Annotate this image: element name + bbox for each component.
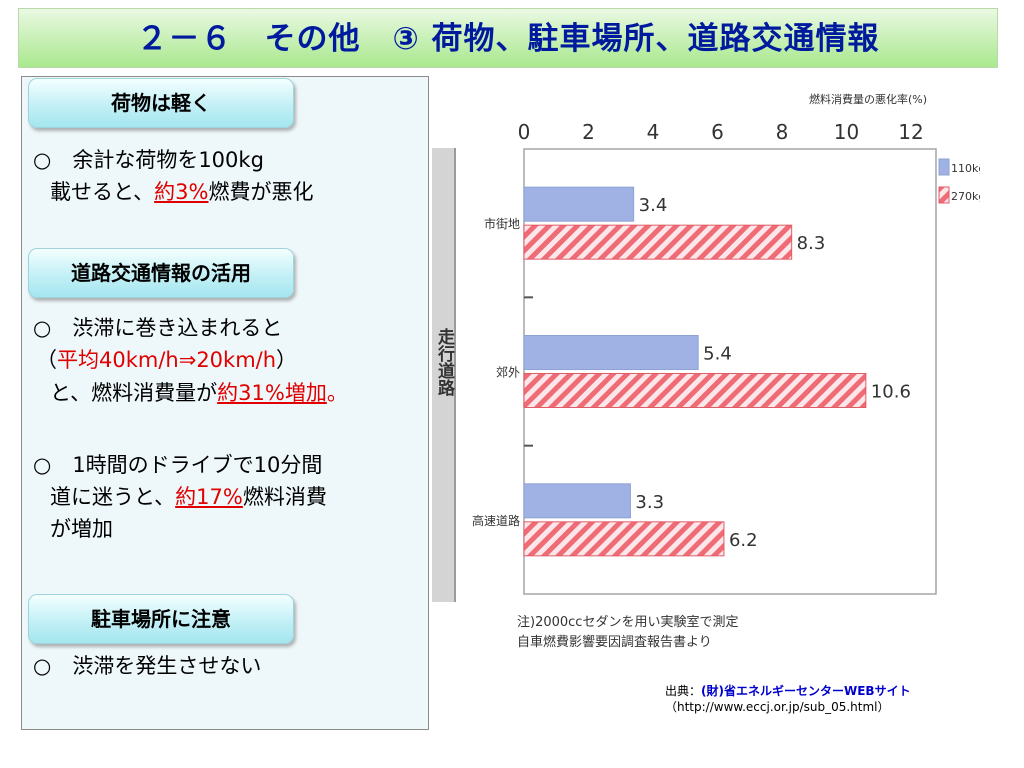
source-prefix: 出典： [665, 684, 702, 698]
experiment-note: 注)2000ccセダンを用い実験室で測定 自車燃費影響要因調査報告書より [517, 613, 738, 653]
source-citation: 出典：(財)省エネルギーセンターWEBサイト （http://www.eccj.… [665, 683, 911, 715]
traffic-line-3-suffix: 。 [326, 381, 348, 405]
bar-0-1 [523, 335, 699, 370]
bar-1-1 [523, 373, 867, 408]
x-tick-label-1: 2 [582, 120, 595, 144]
bar-value-label-0-1: 5.4 [703, 344, 732, 365]
traffic-line-1: ○ 渋滞に巻き込まれると [33, 316, 283, 340]
chart-title: 燃料消費量の悪化率(%) [809, 92, 927, 106]
traffic-detour-highlight: 約17% [175, 485, 243, 509]
bar-1-2 [523, 521, 725, 557]
traffic-line-5-prefix: 道に迷うと、 [50, 485, 176, 509]
legend-swatch-1 [938, 186, 950, 204]
bar-0-2 [523, 483, 631, 519]
source-line-1: 出典：(財)省エネルギーセンターWEBサイト [665, 683, 911, 699]
x-tick-label-6: 12 [898, 120, 923, 144]
category-label-2: 高速道路 [472, 513, 520, 528]
traffic-line-2-close: ） [276, 348, 298, 372]
note-line-2: 自車燃費影響要因調査報告書より [517, 635, 712, 650]
luggage-line-2-suffix: 燃費が悪化 [208, 180, 314, 204]
luggage-line-2: 載せると、約3%燃費が悪化 [50, 176, 314, 208]
bar-value-label-1-2: 6.2 [729, 530, 758, 551]
bar-value-label-0-0: 3.4 [639, 195, 668, 216]
luggage-line-1: ○ 余計な荷物を100kg [33, 148, 264, 172]
x-tick-label-5: 10 [834, 120, 859, 144]
road-type-axis-label: 走行道路 [432, 148, 456, 602]
traffic-speed-highlight: 平均40km/h⇒20km/h [57, 348, 277, 372]
traffic-line-5: 道に迷うと、約17%燃料消費 [50, 481, 327, 513]
x-tick-label-4: 8 [776, 120, 789, 144]
road-type-axis-label-text: 走行道路 [434, 328, 454, 396]
source-url: （http://www.eccj.or.jp/sub_05.html） [665, 700, 890, 714]
luggage-highlight: 約3% [154, 180, 209, 204]
x-tick-label-2: 4 [647, 120, 660, 144]
traffic-line-3: と、燃料消費量が約31%増加。 [50, 377, 348, 409]
traffic-line-5-suffix: 燃料消費 [242, 485, 327, 509]
traffic-line-3-prefix: と、燃料消費量が [50, 381, 218, 405]
traffic-line-2: （平均40km/h⇒20km/h） [36, 344, 297, 376]
title-bar: ２－６ その他 ③ 荷物、駐車場所、道路交通情報 [18, 8, 998, 68]
category-label-1: 郊外 [496, 366, 520, 380]
slide-title: ２－６ その他 ③ 荷物、駐車場所、道路交通情報 [136, 21, 880, 57]
plot-area [523, 148, 937, 595]
traffic-line-6: が増加 [50, 517, 113, 541]
traffic-increase-highlight: 約31%増加 [217, 381, 327, 405]
source-org: (財)省エネルギーセンターWEBサイト [701, 684, 911, 698]
heading-parking: 駐車場所に注意 [28, 594, 294, 644]
x-tick-label-3: 6 [711, 120, 724, 144]
note-line-1: 注)2000ccセダンを用い実験室で測定 [517, 615, 739, 630]
legend-label-0: 110kg増加 [951, 162, 980, 175]
bar-value-label-1-0: 8.3 [797, 233, 826, 254]
parking-line-1: ○ 渋滞を発生させない [33, 654, 262, 678]
luggage-line-2-prefix: 載せると、 [50, 180, 155, 204]
heading-luggage: 荷物は軽く [28, 78, 294, 128]
legend-swatch-0 [938, 158, 950, 176]
fuel-consumption-chart: 0 2 4 6 8 10 12 3.48.35.410.63.36.2 市街地郊外高速道路 … [472, 92, 980, 595]
legend-label-1: 270kg増加 [951, 190, 980, 203]
heading-traffic-info: 道路交通情報の活用 [28, 248, 294, 298]
bar-value-label-1-1: 10.6 [871, 382, 911, 403]
traffic-line-2-open: （ [36, 348, 57, 372]
category-label-0: 市街地 [484, 216, 520, 231]
bar-value-label-0-2: 3.3 [635, 492, 664, 513]
traffic-line-4: ○ 1時間のドライブで10分間 [33, 453, 323, 477]
bar-0-0 [523, 186, 635, 222]
x-tick-label-0: 0 [518, 120, 531, 144]
bar-1-0 [523, 224, 793, 260]
